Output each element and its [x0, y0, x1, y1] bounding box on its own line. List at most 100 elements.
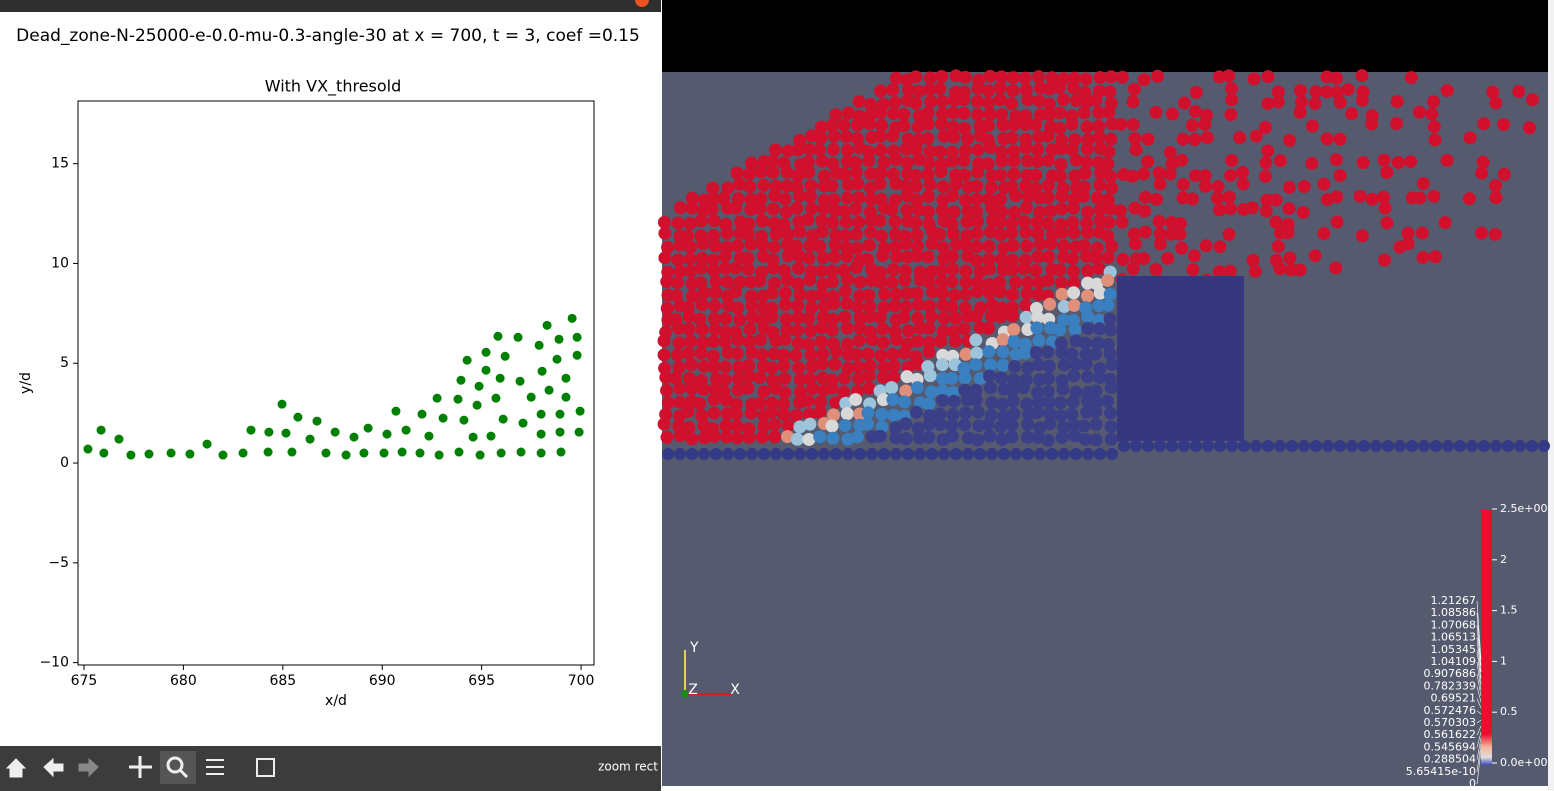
- particle: [805, 202, 819, 216]
- particle: [1005, 226, 1019, 240]
- particle: [778, 192, 792, 206]
- particle: [993, 215, 1007, 229]
- particle: [945, 217, 959, 231]
- particle: [993, 93, 1007, 107]
- particle: [936, 348, 950, 362]
- particle: [901, 360, 915, 374]
- particle: [744, 406, 758, 420]
- particle: [852, 334, 866, 348]
- particle: [1077, 189, 1091, 203]
- particle: [1102, 216, 1116, 230]
- particle: [899, 384, 913, 398]
- particle: [757, 384, 771, 398]
- particle: [793, 385, 807, 399]
- particle: [802, 337, 816, 351]
- particle: [1365, 117, 1379, 131]
- particle: [971, 81, 985, 95]
- particle: [957, 106, 971, 120]
- particle: [838, 419, 852, 433]
- particle: [1377, 190, 1391, 204]
- zoom-button[interactable]: [160, 751, 196, 784]
- scatter-point: [567, 313, 577, 323]
- particle: [683, 217, 697, 231]
- floor-particle: [902, 448, 914, 460]
- particle: [813, 395, 827, 409]
- particle: [707, 312, 721, 326]
- home-button[interactable]: [5, 758, 27, 778]
- scatter-point: [468, 432, 478, 442]
- particle: [888, 215, 902, 229]
- particle: [1018, 71, 1032, 85]
- particle: [730, 419, 744, 433]
- scatter-point: [341, 450, 351, 460]
- forward-button[interactable]: [78, 757, 99, 778]
- particle: [1103, 85, 1117, 99]
- particle: [900, 203, 914, 217]
- configure-button[interactable]: [206, 759, 224, 775]
- floor-particle: [1442, 440, 1454, 452]
- scatter-point: [185, 449, 195, 459]
- scatter-point: [202, 439, 212, 449]
- pan-button[interactable]: [129, 756, 152, 778]
- annotation-leader: [1476, 743, 1482, 772]
- particle: [671, 253, 685, 267]
- particle: [957, 93, 971, 107]
- particle: [825, 264, 839, 278]
- particle: [889, 177, 903, 191]
- particle: [1020, 239, 1034, 253]
- particle: [815, 321, 829, 335]
- particle: [959, 264, 973, 278]
- particle: [1021, 189, 1035, 203]
- floor-particle: [1406, 440, 1418, 452]
- particle: [959, 143, 973, 157]
- scatter-point: [491, 393, 501, 403]
- particle: [876, 370, 890, 384]
- particle: [1249, 129, 1263, 143]
- particle: [744, 156, 758, 170]
- particle: [765, 154, 779, 168]
- particle: [1079, 72, 1093, 86]
- particle: [996, 358, 1010, 372]
- particle: [1054, 142, 1068, 156]
- colorbar-annotation: 0.907686: [1424, 667, 1477, 680]
- particle: [924, 309, 938, 323]
- particle: [1101, 250, 1115, 264]
- particle: [1006, 71, 1020, 85]
- particle: [1175, 153, 1189, 167]
- particle: [1089, 347, 1103, 361]
- particle: [935, 286, 949, 300]
- particle: [1476, 155, 1490, 169]
- chart-title: With VX_thresold: [265, 77, 402, 97]
- y-tick-label: −10: [39, 655, 69, 671]
- particle: [1261, 70, 1275, 84]
- particle: [1353, 189, 1367, 203]
- particle: [719, 419, 733, 433]
- particle: [780, 323, 794, 337]
- particle: [1019, 141, 1033, 155]
- particle: [1127, 227, 1141, 241]
- scatter-point: [379, 448, 389, 458]
- floor-particle: [1010, 448, 1022, 460]
- particle: [673, 429, 687, 443]
- particle: [685, 201, 699, 215]
- particle: [1077, 106, 1091, 120]
- particle: [1032, 358, 1046, 372]
- scatter-point: [144, 449, 154, 459]
- particle: [969, 393, 983, 407]
- particle: [1007, 167, 1021, 181]
- back-button[interactable]: [43, 757, 64, 778]
- particle: [863, 359, 877, 373]
- particle: [1224, 168, 1238, 182]
- particle: [1041, 274, 1055, 288]
- particle: [1068, 71, 1082, 85]
- particle: [935, 94, 949, 108]
- particle: [659, 407, 673, 421]
- particle: [983, 262, 997, 276]
- close-button[interactable]: [635, 0, 649, 7]
- scatter-point: [287, 447, 297, 457]
- particle: [900, 250, 914, 264]
- save-button[interactable]: [256, 758, 275, 777]
- particle: [1031, 430, 1045, 444]
- colorbar-annotation: 0.545694: [1424, 740, 1477, 753]
- particle: [1497, 118, 1511, 132]
